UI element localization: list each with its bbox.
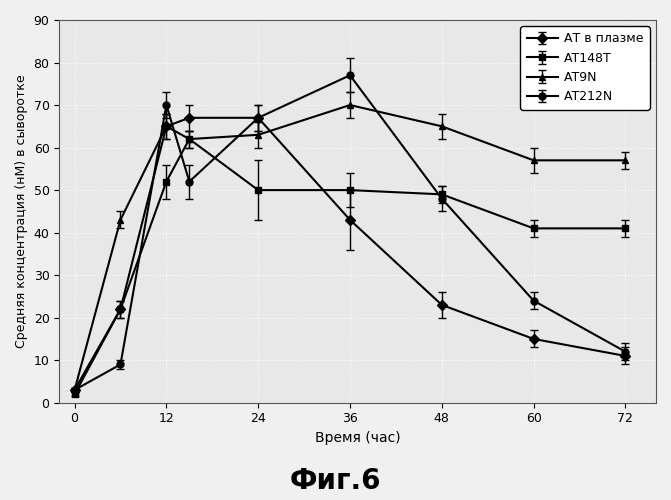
X-axis label: Время (час): Время (час) (315, 431, 401, 445)
Text: Фиг.6: Фиг.6 (290, 467, 381, 495)
Y-axis label: Средняя концентрация (нМ) в сыворотке: Средняя концентрация (нМ) в сыворотке (15, 74, 28, 348)
Legend: АТ в плазме, АТ148Т, АТ9N, АТ212N: АТ в плазме, АТ148Т, АТ9N, АТ212N (520, 26, 650, 110)
